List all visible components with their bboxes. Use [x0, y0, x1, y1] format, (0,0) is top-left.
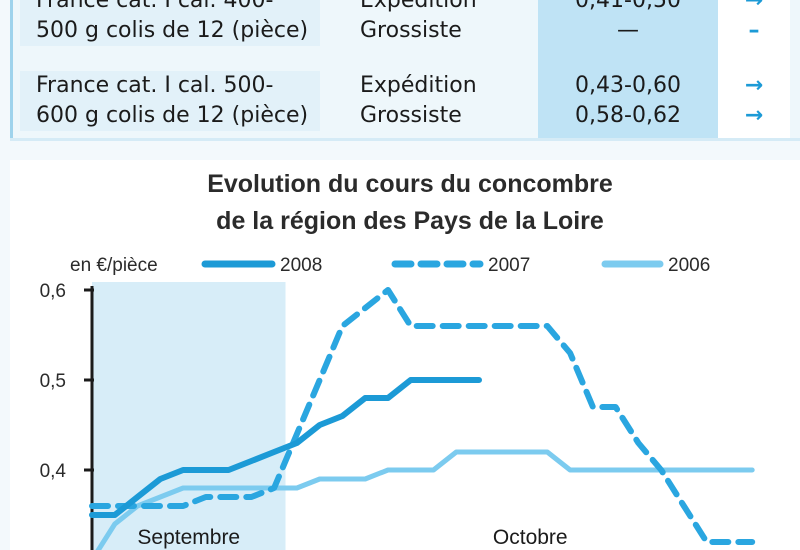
table-left-border [10, 0, 13, 140]
product-name: France cat. I cal. 500- 600 g colis de 1… [20, 71, 320, 131]
series-line-2007 [89, 287, 756, 545]
price-line: 0,58-0,62 [575, 103, 681, 128]
market-line: Expédition [360, 0, 477, 13]
trend-column-background [718, 0, 790, 140]
table-bottom-border [10, 138, 800, 141]
y-tick-label: 0,5 [40, 371, 66, 392]
trend-indicator: → → [718, 71, 790, 131]
chart-title: Evolution du cours du concombre [207, 170, 613, 198]
price-column-background [538, 0, 718, 140]
trend-arrow-icon: → [744, 103, 764, 128]
price-range: 0,43-0,60 0,58-0,62 [538, 71, 718, 131]
table-row: France cat. I cal. 400- 500 g colis de 1… [0, 0, 790, 56]
product-line: 500 g colis de 12 (pièce) [36, 18, 309, 43]
price-range: 0,41-0,50 — [538, 0, 718, 46]
product-line: France cat. I cal. 400- [36, 0, 274, 13]
y-tick-label: 0,6 [40, 281, 66, 302]
product-line: 600 g colis de 12 (pièce) [36, 103, 309, 128]
chart-subtitle: de la région des Pays de la Loire [216, 207, 604, 235]
month-label: Septembre [137, 526, 240, 549]
legend-label: 2007 [488, 255, 530, 276]
y-unit-label: en €/pièce [70, 255, 158, 276]
series-line-2006 [95, 449, 755, 550]
trend-arrow-icon: → [744, 73, 764, 98]
price-line: — [617, 18, 639, 43]
trend-indicator: → – [718, 0, 790, 46]
table-row: France cat. I cal. 500- 600 g colis de 1… [0, 71, 790, 141]
price-line: 0,41-0,50 [575, 0, 681, 13]
market-stage: Expédition Grossiste [330, 71, 530, 131]
y-tick-label: 0,4 [40, 461, 67, 482]
product-line: France cat. I cal. 500- [36, 73, 274, 98]
market-stage: Expédition Grossiste [330, 0, 530, 46]
month-label: Octobre [493, 526, 568, 549]
trend-dash-icon: – [748, 18, 760, 43]
series-line-2008 [89, 377, 482, 518]
legend-label: 2006 [668, 255, 710, 276]
market-line: Grossiste [360, 18, 462, 43]
price-line: 0,43-0,60 [575, 73, 681, 98]
legend-label: 2008 [280, 255, 322, 276]
market-line: Expédition [360, 73, 477, 98]
market-line: Grossiste [360, 103, 462, 128]
trend-arrow-icon: → [744, 0, 764, 13]
product-name: France cat. I cal. 400- 500 g colis de 1… [20, 0, 320, 46]
